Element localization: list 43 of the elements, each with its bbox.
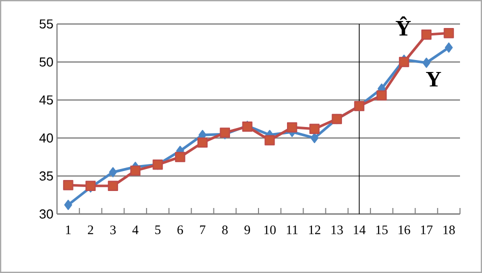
x-tick-label: 9	[244, 226, 250, 234]
x-tick-label: 4	[132, 226, 138, 234]
point	[286, 122, 298, 132]
x-tick-label: 15	[376, 226, 388, 234]
x-tick-label: 7	[200, 226, 206, 234]
point	[109, 167, 117, 178]
y-tick-label: 50	[40, 57, 53, 67]
x-tick-label: 13	[332, 226, 343, 234]
x-tick-label: 12	[309, 226, 320, 234]
point	[422, 58, 430, 68]
point	[130, 166, 140, 176]
y-tick-label: 30	[40, 209, 53, 219]
x-tick-label: 17	[421, 226, 433, 234]
point	[398, 56, 410, 68]
point	[310, 132, 318, 144]
series-label: Y	[426, 72, 442, 86]
x-tick-label: 14	[354, 226, 366, 234]
x-tick-label: 1	[66, 226, 71, 234]
x-tick-label: 8	[222, 226, 228, 234]
x-tick-label: 11	[286, 226, 298, 234]
y-tick-label: 40	[39, 133, 53, 143]
point	[108, 180, 118, 191]
point	[376, 90, 387, 101]
x-tick-label: 6	[177, 226, 183, 234]
point	[444, 42, 453, 53]
point	[197, 137, 208, 148]
point	[64, 200, 72, 210]
series-label: Ŷ	[396, 16, 411, 36]
x-tick-label: 3	[110, 226, 116, 234]
point	[421, 30, 432, 40]
point	[264, 135, 275, 146]
y-tick-label: 55	[40, 19, 53, 29]
x-tick-label: 2	[88, 226, 94, 234]
point	[175, 152, 186, 162]
x-tick-label: 10	[264, 226, 276, 234]
point	[444, 28, 454, 38]
point	[309, 124, 320, 134]
x-tick-label: 18	[443, 226, 455, 234]
y-tick-label: 45	[39, 95, 53, 105]
y-tick-label: 35	[40, 171, 53, 181]
x-tick-label: 5	[155, 226, 160, 234]
x-tick-label: 16	[398, 226, 410, 234]
point	[63, 180, 74, 190]
